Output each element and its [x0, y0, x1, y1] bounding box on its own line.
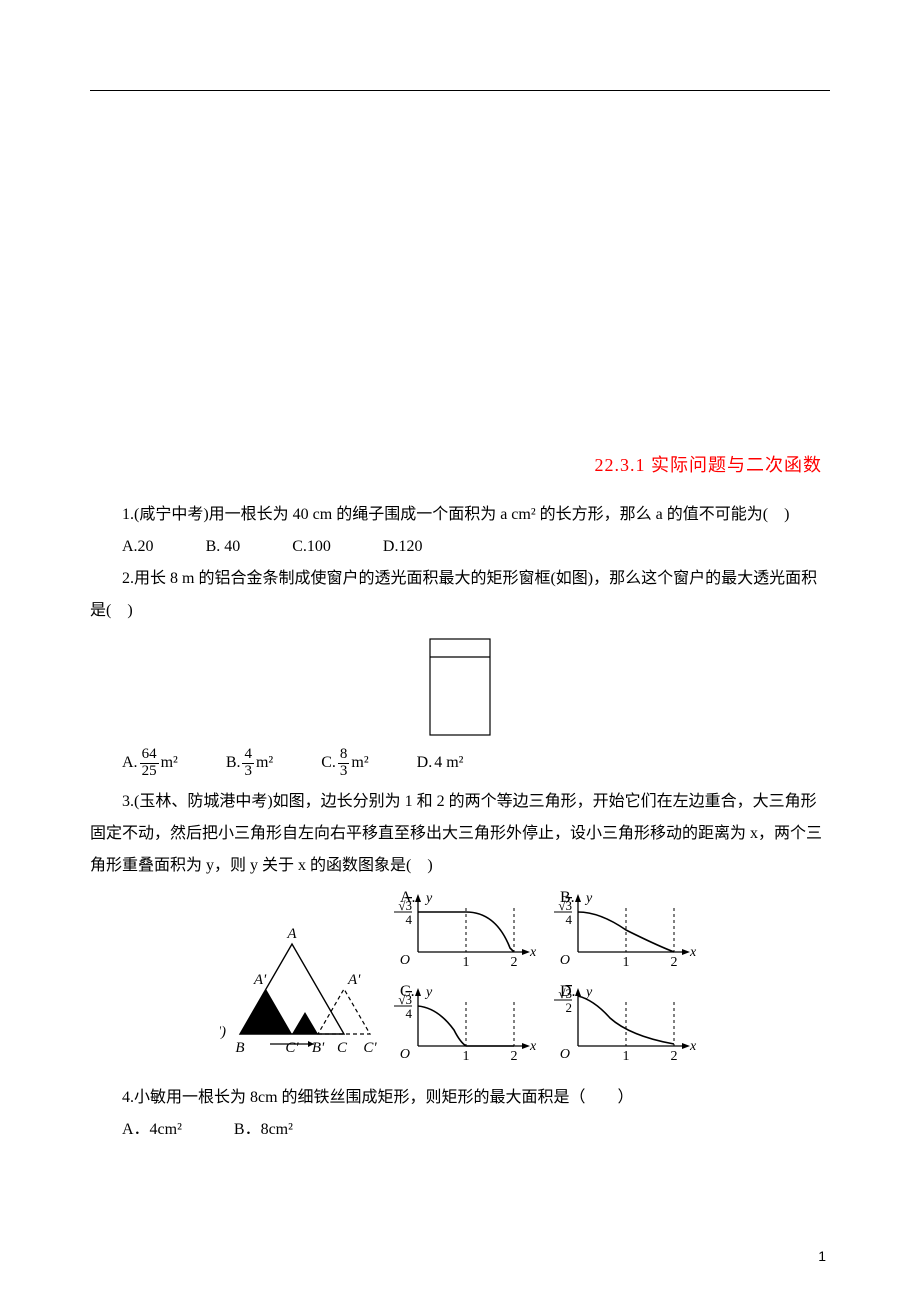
q4-options: A．4cm² B．8cm² [122, 1114, 830, 1146]
label-Bp-left: (B') [220, 1024, 226, 1040]
frac-den: 25 [140, 764, 159, 780]
label-C: C [337, 1040, 348, 1056]
svg-text:√3: √3 [398, 992, 412, 1007]
svg-text:O: O [400, 953, 410, 968]
q4-text: 4.小敏用一根长为 8cm 的细铁丝围成矩形，则矩形的最大面积是（ ） [90, 1082, 830, 1114]
top-rule [90, 90, 830, 91]
q2-c-unit: m² [351, 747, 368, 779]
q3-chart-D: D.yxO12√32 [554, 983, 697, 1064]
q2-option-b: B. 4 3 m² [226, 747, 273, 780]
svg-text:O: O [400, 1047, 410, 1062]
q1-option-d: D.120 [383, 531, 423, 563]
label-A: A [286, 926, 297, 942]
q2-d-plain: 4 m² [434, 747, 463, 779]
svg-text:1: 1 [463, 955, 470, 970]
q2-option-c: C. 8 3 m² [321, 747, 368, 780]
q2-b-prefix: B. [226, 747, 241, 779]
q2-d-prefix: D. [417, 747, 433, 779]
q3-text: 3.(玉林、防城港中考)如图，边长分别为 1 和 2 的两个等边三角形，开始它们… [90, 786, 830, 882]
svg-text:1: 1 [623, 955, 630, 970]
q2-text: 2.用长 8 m 的铝合金条制成使窗户的透光面积最大的矩形窗框(如图)，那么这个… [90, 563, 830, 627]
svg-text:y: y [424, 891, 433, 906]
q2-options: A. 64 25 m² B. 4 3 m² C. 8 3 [122, 747, 830, 780]
svg-text:√3: √3 [558, 898, 572, 913]
frac-den: 3 [338, 764, 350, 780]
q3-figure: A A' A' (B') B C' B' C C' A.yxO12√34 B.y… [220, 888, 700, 1078]
svg-text:y: y [584, 891, 593, 906]
fraction: 4 3 [242, 747, 254, 780]
q1-option-b: B. 40 [206, 531, 241, 563]
svg-text:√3: √3 [398, 898, 412, 913]
frac-num: 8 [338, 747, 350, 764]
q2-c-prefix: C. [321, 747, 336, 779]
svg-text:2: 2 [511, 955, 518, 970]
svg-text:2: 2 [671, 1049, 678, 1064]
svg-text:4: 4 [406, 912, 413, 927]
q2-figure [424, 635, 496, 739]
svg-text:2: 2 [566, 1000, 573, 1015]
svg-text:O: O [560, 1047, 570, 1062]
svg-text:x: x [529, 1039, 537, 1054]
svg-text:2: 2 [511, 1049, 518, 1064]
svg-text:2: 2 [671, 955, 678, 970]
label-Cp-right: C' [363, 1040, 377, 1056]
svg-text:x: x [689, 945, 697, 960]
svg-text:y: y [424, 985, 433, 1000]
q1-option-c: C.100 [292, 531, 331, 563]
label-Cp-left: C' [285, 1040, 299, 1056]
section-title: 22.3.1 实际问题与二次函数 [90, 451, 822, 477]
content: 1.(咸宁中考)用一根长为 40 cm 的绳子围成一个面积为 a cm² 的长方… [90, 499, 830, 1146]
q2-option-d: D. 4 m² [417, 747, 464, 779]
q3-chart-A: A.yxO12√34 [394, 889, 537, 970]
q2-a-unit: m² [161, 747, 178, 779]
svg-text:4: 4 [566, 912, 573, 927]
frac-num: 64 [140, 747, 159, 764]
frac-den: 3 [242, 764, 254, 780]
page-number: 1 [818, 1248, 826, 1264]
label-B: B [235, 1040, 244, 1056]
label-Bp-right: B' [312, 1040, 325, 1056]
label-Ap-right: A' [347, 972, 361, 988]
q1-text: 1.(咸宁中考)用一根长为 40 cm 的绳子围成一个面积为 a cm² 的长方… [90, 499, 830, 531]
q1-options: A.20 B. 40 C.100 D.120 [122, 531, 830, 563]
q2-a-prefix: A. [122, 747, 138, 779]
frac-num: 4 [242, 747, 254, 764]
q4-option-a: A．4cm² [122, 1114, 182, 1146]
q3-chart-B: B.yxO12√34 [554, 889, 697, 970]
q1-option-a: A.20 [122, 531, 154, 563]
q2-b-unit: m² [256, 747, 273, 779]
q2-option-a: A. 64 25 m² [122, 747, 178, 780]
svg-text:x: x [529, 945, 537, 960]
label-Ap-left: A' [253, 972, 267, 988]
q3-chart-C: C.yxO12√34 [394, 983, 537, 1064]
svg-text:4: 4 [406, 1006, 413, 1021]
fraction: 8 3 [338, 747, 350, 780]
svg-text:x: x [689, 1039, 697, 1054]
fraction: 64 25 [140, 747, 159, 780]
page: 22.3.1 实际问题与二次函数 1.(咸宁中考)用一根长为 40 cm 的绳子… [0, 0, 920, 1302]
svg-text:O: O [560, 953, 570, 968]
svg-text:1: 1 [463, 1049, 470, 1064]
svg-text:1: 1 [623, 1049, 630, 1064]
q4-option-b: B．8cm² [234, 1114, 293, 1146]
svg-text:√3: √3 [558, 986, 572, 1001]
